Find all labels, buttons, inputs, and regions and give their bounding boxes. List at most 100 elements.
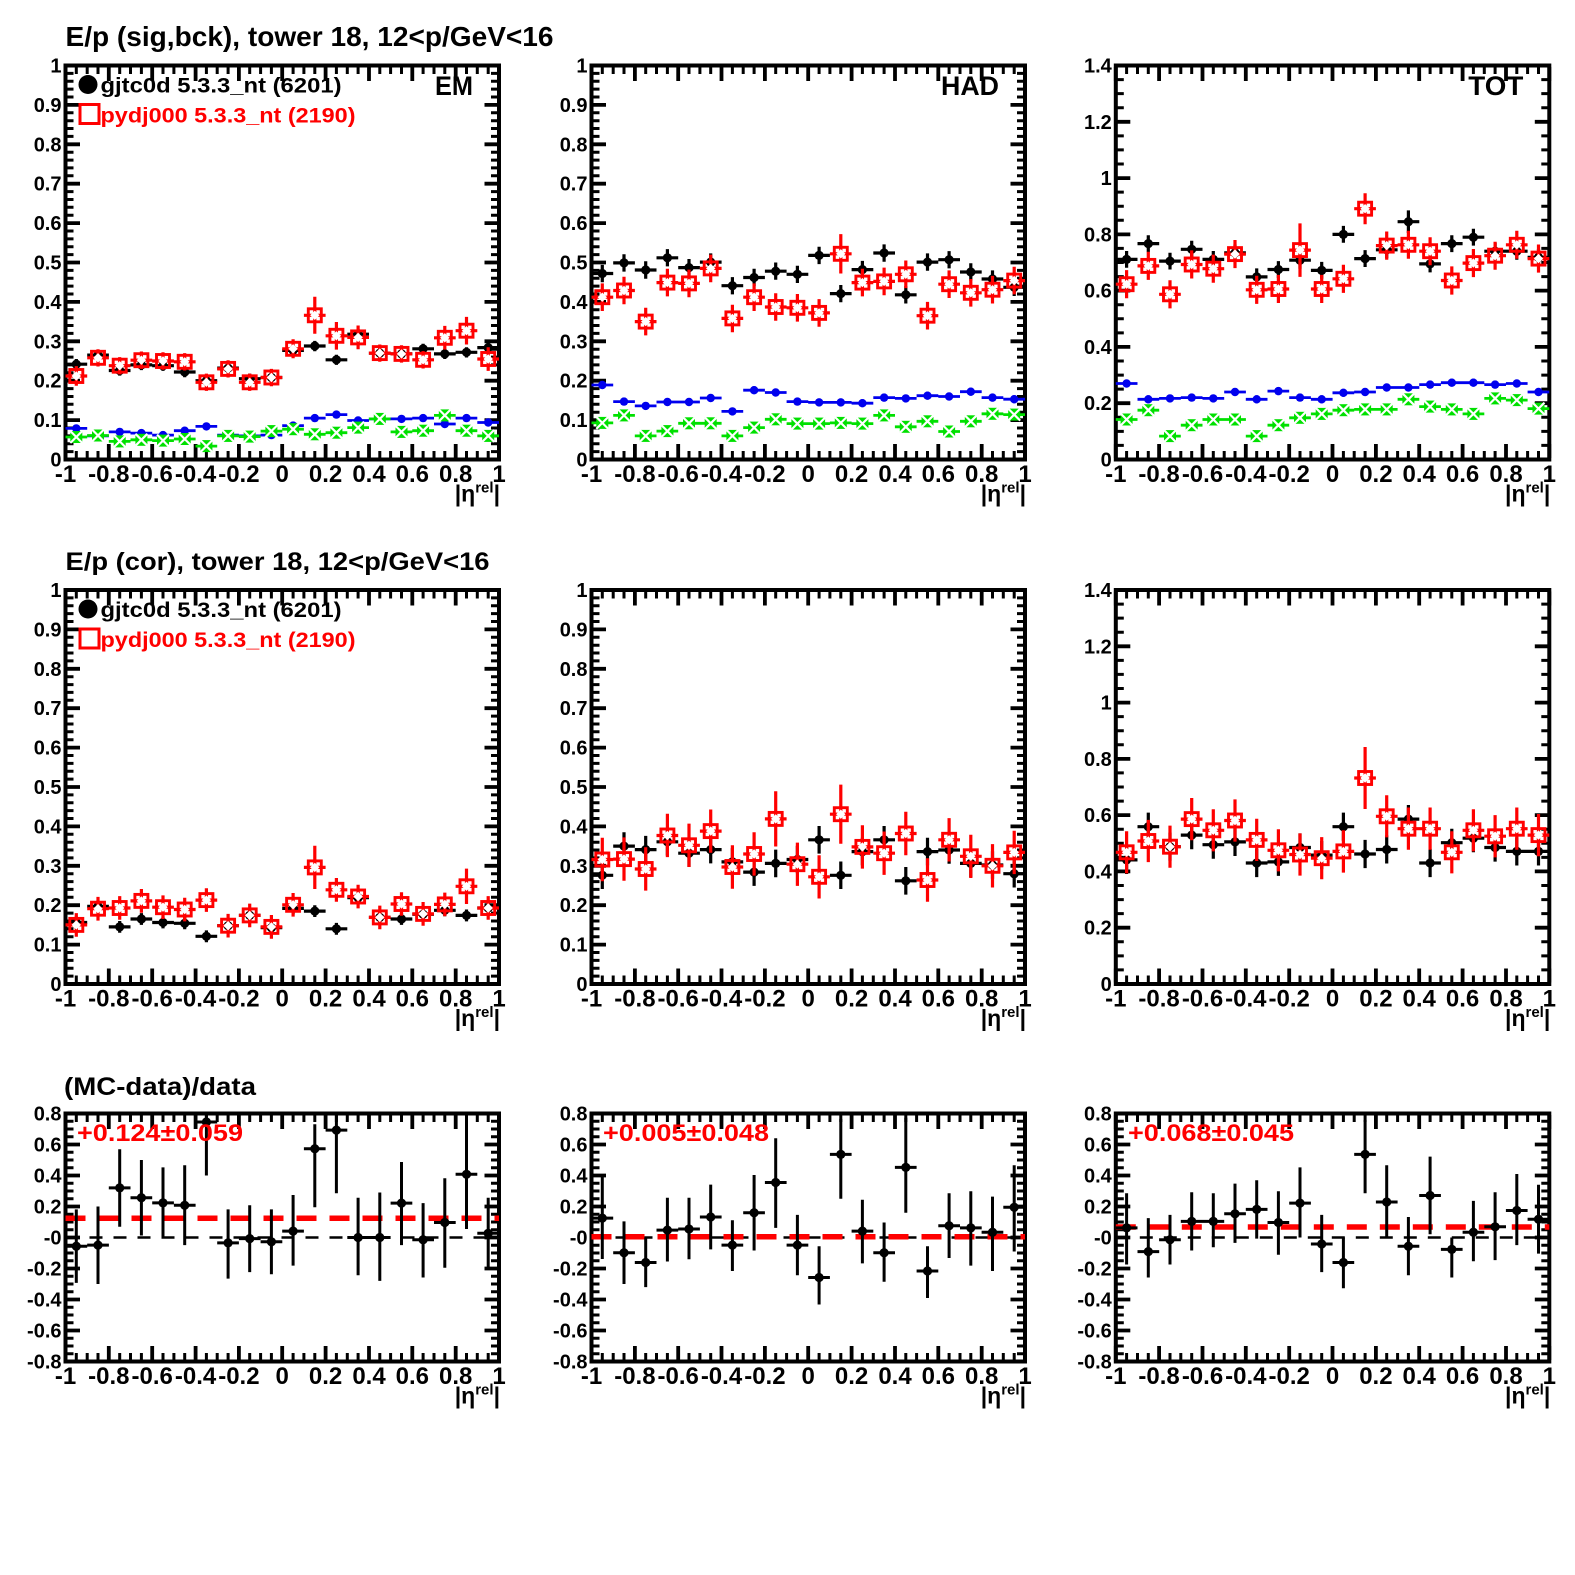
svg-text:0.2: 0.2 — [1359, 1363, 1392, 1390]
svg-text:0.4: 0.4 — [878, 461, 912, 488]
svg-text:0.7: 0.7 — [34, 174, 62, 196]
svg-text:0.6: 0.6 — [1084, 805, 1112, 827]
svg-text:1: 1 — [1018, 1363, 1031, 1390]
svg-text:-0.8: -0.8 — [1138, 1363, 1179, 1390]
svg-text:0.6: 0.6 — [1446, 1363, 1479, 1390]
svg-text:0.4: 0.4 — [560, 816, 589, 838]
svg-text:0: 0 — [1326, 461, 1339, 488]
svg-text:0.4: 0.4 — [352, 1363, 386, 1390]
svg-text:1: 1 — [50, 56, 61, 78]
svg-text:-0.6: -0.6 — [132, 986, 173, 1013]
svg-text:0: 0 — [1326, 1363, 1339, 1390]
svg-text:1: 1 — [1101, 168, 1112, 190]
svg-text:E/p (sig,bck), tower 18, 12<p/: E/p (sig,bck), tower 18, 12<p/GeV<16 — [66, 21, 554, 52]
svg-text:0.8: 0.8 — [439, 1363, 472, 1390]
svg-text:0.4: 0.4 — [560, 1166, 589, 1188]
svg-text:0.5: 0.5 — [34, 253, 62, 275]
svg-text:-0.4: -0.4 — [1225, 461, 1267, 488]
svg-text:0.1: 0.1 — [560, 410, 588, 432]
svg-text:0.2: 0.2 — [309, 1363, 342, 1390]
svg-text:0.2: 0.2 — [34, 1197, 62, 1219]
svg-text:1: 1 — [1543, 986, 1556, 1013]
svg-text:0.5: 0.5 — [560, 777, 588, 799]
svg-text:1: 1 — [576, 56, 587, 78]
svg-text:0.8: 0.8 — [439, 986, 472, 1013]
svg-text:-1: -1 — [1105, 461, 1126, 488]
svg-text:0: 0 — [802, 1363, 815, 1390]
svg-text:1.4: 1.4 — [1084, 580, 1113, 602]
svg-text:-0.6: -0.6 — [658, 986, 699, 1013]
svg-text:1: 1 — [492, 1363, 505, 1390]
svg-text:-0.6: -0.6 — [27, 1321, 61, 1343]
svg-text:-0.4: -0.4 — [701, 461, 743, 488]
svg-text:0.3: 0.3 — [560, 856, 588, 878]
svg-text:-0.6: -0.6 — [1182, 1363, 1223, 1390]
svg-text:0: 0 — [50, 974, 61, 996]
svg-text:0.4: 0.4 — [352, 461, 386, 488]
svg-text:0.1: 0.1 — [34, 935, 62, 957]
svg-text:0.8: 0.8 — [560, 659, 588, 681]
svg-text:HAD: HAD — [941, 71, 999, 101]
svg-text:-0.8: -0.8 — [1138, 461, 1179, 488]
svg-text:0.2: 0.2 — [835, 986, 868, 1013]
svg-text:0.8: 0.8 — [1489, 986, 1522, 1013]
svg-text:0.6: 0.6 — [560, 213, 588, 235]
svg-text:-0.4: -0.4 — [175, 461, 217, 488]
svg-text:0.6: 0.6 — [560, 738, 588, 760]
svg-text:0.4: 0.4 — [34, 816, 63, 838]
svg-text:0.9: 0.9 — [34, 619, 62, 641]
svg-text:-0.8: -0.8 — [1138, 986, 1179, 1013]
svg-text:-0.6: -0.6 — [658, 461, 699, 488]
svg-text:0.8: 0.8 — [1489, 1363, 1522, 1390]
svg-text:0.6: 0.6 — [922, 986, 955, 1013]
svg-text:0.8: 0.8 — [560, 1104, 588, 1126]
svg-text:0.8: 0.8 — [965, 986, 998, 1013]
svg-text:0.4: 0.4 — [352, 986, 386, 1013]
svg-text:0.6: 0.6 — [1084, 1135, 1112, 1157]
svg-text:-0.4: -0.4 — [1077, 1290, 1112, 1312]
svg-text:0.6: 0.6 — [34, 213, 62, 235]
svg-text:0.6: 0.6 — [396, 461, 429, 488]
svg-text:0.4: 0.4 — [34, 292, 63, 314]
svg-text:-0.8: -0.8 — [88, 986, 129, 1013]
svg-text:0.7: 0.7 — [560, 698, 588, 720]
svg-text:-0.2: -0.2 — [553, 1259, 587, 1281]
svg-text:-1: -1 — [55, 461, 76, 488]
svg-text:0.9: 0.9 — [560, 95, 588, 117]
svg-text:0.6: 0.6 — [1446, 986, 1479, 1013]
svg-text:0.4: 0.4 — [1403, 1363, 1437, 1390]
svg-text:-0.4: -0.4 — [175, 986, 217, 1013]
svg-text:0.2: 0.2 — [309, 986, 342, 1013]
svg-text:0.4: 0.4 — [1403, 461, 1437, 488]
svg-text:0.2: 0.2 — [560, 1197, 588, 1219]
svg-text:0: 0 — [50, 450, 61, 472]
svg-text:0.2: 0.2 — [1084, 1197, 1112, 1219]
svg-text:-0.8: -0.8 — [614, 461, 655, 488]
svg-text:0.8: 0.8 — [1084, 1104, 1112, 1126]
svg-text:0.2: 0.2 — [1084, 918, 1112, 940]
svg-text:-0.8: -0.8 — [88, 461, 129, 488]
svg-text:-0.2: -0.2 — [744, 461, 785, 488]
svg-text:-0.8: -0.8 — [614, 1363, 655, 1390]
svg-text:1: 1 — [1101, 693, 1112, 715]
svg-text:0.2: 0.2 — [1084, 393, 1112, 415]
svg-text:-0: -0 — [570, 1228, 588, 1250]
svg-text:-0.2: -0.2 — [218, 986, 259, 1013]
svg-text:0.3: 0.3 — [34, 856, 62, 878]
svg-text:E/p (cor), tower 18, 12<p/GeV<: E/p (cor), tower 18, 12<p/GeV<16 — [66, 548, 490, 576]
svg-text:0.6: 0.6 — [922, 1363, 955, 1390]
svg-text:+0.068±0.045: +0.068±0.045 — [1128, 1120, 1294, 1147]
svg-text:-0.8: -0.8 — [1077, 1352, 1111, 1374]
svg-text:0.8: 0.8 — [34, 659, 62, 681]
svg-text:-0.2: -0.2 — [27, 1259, 61, 1281]
svg-text:0.5: 0.5 — [560, 253, 588, 275]
svg-text:1.2: 1.2 — [1084, 112, 1112, 134]
svg-text:0.6: 0.6 — [922, 461, 955, 488]
svg-text:pydj000 5.3.3_nt (2190): pydj000 5.3.3_nt (2190) — [101, 629, 356, 652]
svg-text:0.6: 0.6 — [560, 1135, 588, 1157]
svg-text:0: 0 — [1326, 986, 1339, 1013]
svg-text:-0.2: -0.2 — [744, 1363, 785, 1390]
svg-text:-0.6: -0.6 — [1182, 986, 1223, 1013]
svg-text:0: 0 — [276, 1363, 289, 1390]
svg-text:0.8: 0.8 — [1084, 224, 1112, 246]
